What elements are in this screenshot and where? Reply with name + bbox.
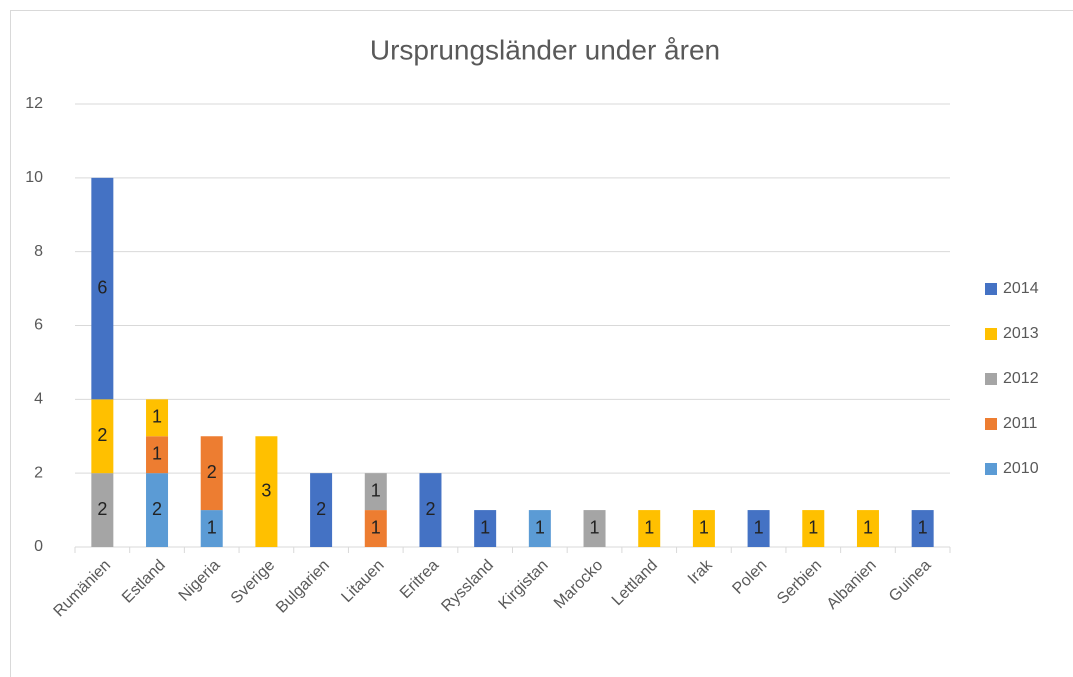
bar-segment xyxy=(802,510,825,547)
bar-segment xyxy=(91,473,114,547)
legend-swatch xyxy=(985,373,997,385)
data-label: 1 xyxy=(644,517,654,537)
data-label: 2 xyxy=(425,499,435,519)
data-label: 1 xyxy=(590,517,600,537)
data-label: 1 xyxy=(371,517,381,537)
bar-segment xyxy=(692,510,715,547)
data-label: 1 xyxy=(863,517,873,537)
data-label: 2 xyxy=(316,499,326,519)
legend-label: 2014 xyxy=(1003,280,1039,297)
legend-swatch xyxy=(985,418,997,430)
data-label: 2 xyxy=(97,499,107,519)
data-label: 2 xyxy=(152,499,162,519)
data-label: 1 xyxy=(152,407,162,427)
data-label: 1 xyxy=(808,517,818,537)
bar-segment xyxy=(146,436,169,474)
legend-label: 2013 xyxy=(1003,325,1039,342)
bar-segment xyxy=(310,473,333,547)
bar-segment xyxy=(364,510,387,547)
data-label: 1 xyxy=(535,517,545,537)
data-label: 1 xyxy=(371,480,381,500)
y-tick-label: 12 xyxy=(25,95,43,112)
data-label: 2 xyxy=(207,462,217,482)
y-tick-label: 10 xyxy=(25,169,43,186)
data-label: 2 xyxy=(97,425,107,445)
y-tick-label: 8 xyxy=(34,243,43,260)
bar-segment xyxy=(146,473,169,547)
bar-segment xyxy=(911,510,934,547)
bar-segment xyxy=(91,177,114,400)
data-label: 6 xyxy=(97,277,107,297)
data-label: 1 xyxy=(480,517,490,537)
bar-segment xyxy=(255,436,278,547)
legend-swatch xyxy=(985,463,997,475)
y-tick-label: 4 xyxy=(34,391,43,408)
bar-segment xyxy=(747,510,770,547)
bar-segment xyxy=(364,473,387,511)
data-label: 1 xyxy=(207,517,217,537)
bar-segment xyxy=(638,510,661,547)
bar-segment xyxy=(91,399,114,474)
legend-swatch xyxy=(985,283,997,295)
legend-label: 2012 xyxy=(1003,370,1039,387)
data-label: 3 xyxy=(261,480,271,500)
data-label: 1 xyxy=(754,517,764,537)
bar-segment xyxy=(200,436,223,511)
chart-title: Ursprungsländer under åren xyxy=(370,34,720,65)
legend-label: 2010 xyxy=(1003,460,1039,477)
bar-segment xyxy=(528,510,551,547)
bar-segment xyxy=(474,510,497,547)
bar-segment xyxy=(856,510,879,547)
bar-segment xyxy=(200,510,223,547)
bar-segment xyxy=(146,399,169,437)
legend-swatch xyxy=(985,328,997,340)
y-tick-label: 0 xyxy=(34,538,43,555)
bar-segment xyxy=(419,473,442,547)
legend-label: 2011 xyxy=(1003,415,1038,432)
y-tick-label: 6 xyxy=(34,317,43,334)
data-label: 1 xyxy=(152,443,162,463)
data-label: 1 xyxy=(699,517,709,537)
chart-border xyxy=(10,10,1073,677)
bar-segment xyxy=(583,510,606,547)
data-label: 1 xyxy=(918,517,928,537)
y-tick-label: 2 xyxy=(34,464,43,481)
